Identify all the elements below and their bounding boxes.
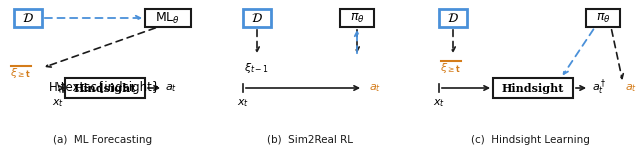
Text: (a)  ML Forecasting: (a) ML Forecasting [53,135,152,145]
Text: $a_t$: $a_t$ [625,82,637,94]
Text: $x_t$: $x_t$ [433,97,445,109]
Text: (b)  Sim2Real RL: (b) Sim2Real RL [267,135,353,145]
Bar [145,9,191,27]
Text: Hindsight: Hindsight [502,82,564,93]
Text: $\xi_{\geq \mathbf{t}}$: $\xi_{\geq \mathbf{t}}$ [10,66,31,80]
Bar [65,78,145,98]
Bar [243,9,271,27]
Text: (c)  Hindsight Learning: (c) Hindsight Learning [470,135,589,145]
Text: $x_t$: $x_t$ [237,97,249,109]
Text: $a_t$: $a_t$ [369,82,381,94]
Text: $\mathcal{D}$: $\mathcal{D}$ [251,11,263,24]
Text: $\xi_{\geq \mathbf{t}}$: $\xi_{\geq \mathbf{t}}$ [440,61,461,75]
Text: $a_t^\dagger$: $a_t^\dagger$ [592,78,606,98]
Bar [14,9,42,27]
Bar [493,78,573,98]
Bar [586,9,620,27]
Text: $\mathcal{D}$: $\mathcal{D}$ [22,11,34,24]
Text: $\mathcal{D}$: $\mathcal{D}$ [447,11,459,24]
Bar [340,9,374,27]
Text: $\pi_\theta$: $\pi_\theta$ [596,11,611,25]
Text: $a_t$: $a_t$ [165,82,177,94]
Text: $\pi_\theta$: $\pi_\theta$ [349,11,364,25]
Text: $\xi_{t-1}$: $\xi_{t-1}$ [244,61,269,75]
Text: H\textsc{indsight}: H\textsc{indsight} [49,82,161,95]
Bar [439,9,467,27]
Text: Hindsight: Hindsight [74,82,136,93]
Text: $x_t$: $x_t$ [52,97,64,109]
Text: $\mathrm{ML}_\theta$: $\mathrm{ML}_\theta$ [156,10,180,26]
